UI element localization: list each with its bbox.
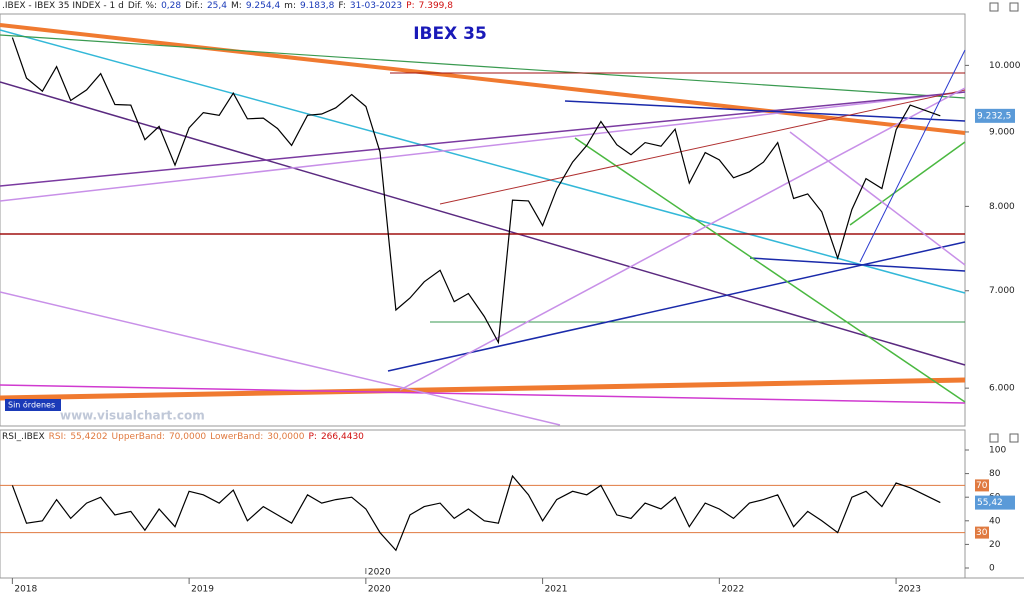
header-item: 25,4 <box>206 1 227 11</box>
header-item: RSI: <box>48 432 67 442</box>
header-item: 31-03-2023 <box>349 1 403 11</box>
rsi-frame <box>0 429 966 579</box>
header-item: 7.399,8 <box>418 1 453 11</box>
header-item: 0,28 <box>161 1 182 11</box>
y-tick-label: 20 <box>989 540 1001 550</box>
header-item: 9.183,8 <box>299 1 335 11</box>
watermark: www.visualchart.com <box>60 409 205 423</box>
header-item: LowerBand: <box>210 432 264 442</box>
header-item: 266,4430 <box>320 432 364 442</box>
x-tick-label: 2021 <box>545 585 568 595</box>
y-tick-label: 40 <box>989 516 1001 526</box>
y-tick-label: 9.000 <box>989 127 1015 137</box>
trend-lines <box>0 23 966 426</box>
y-tick-label: 8.000 <box>989 202 1015 212</box>
x-tick-label: 2023 <box>898 585 921 595</box>
band-label-box <box>975 479 989 492</box>
x-tick-label: 2020 <box>368 568 391 578</box>
x-tick-label: 2020 <box>368 585 391 595</box>
y-tick-label: 100 <box>989 446 1006 456</box>
y-tick-label: 80 <box>989 469 1001 479</box>
header-item: UpperBand: <box>111 432 165 442</box>
series-line <box>11 474 941 552</box>
band-label: 30 <box>976 528 988 538</box>
header-item: Dif. %: <box>127 1 158 11</box>
header-item: M: <box>231 1 242 11</box>
x-tick-label: 2019 <box>191 585 214 595</box>
last-value-label: 55,42 <box>977 498 1003 508</box>
header-item: 30,0000 <box>267 432 305 442</box>
window-buttons <box>989 2 1019 443</box>
y-tick-label: 6.000 <box>989 384 1015 394</box>
header-item: .IBEX - IBEX 35 INDEX - 1 d <box>2 1 124 11</box>
chart-title: IBEX 35 <box>413 24 487 44</box>
header-item: 55,4202 <box>70 432 108 442</box>
header-item: 9.254,4 <box>245 1 281 11</box>
rsi-header: RSI_.IBEX RSI: 55,4202 UpperBand: 70,0000 Low… <box>2 432 368 442</box>
band-label: 70 <box>976 481 988 491</box>
price-frame <box>0 13 966 427</box>
y-tick-label: 10.000 <box>989 61 1021 71</box>
header-item: P: <box>406 1 415 11</box>
price-header: .IBEX - IBEX 35 INDEX - 1 d Dif. %: 0,28 Di… <box>2 1 457 11</box>
y-tick-label: 7.000 <box>989 286 1015 296</box>
header-item: F: <box>338 1 346 11</box>
status: Sin órdenes <box>8 400 55 410</box>
header-item: P: <box>308 432 317 442</box>
band-label-box <box>975 526 989 539</box>
x-tick-label: 2018 <box>14 585 37 595</box>
header-item: RSI_.IBEX <box>2 432 45 442</box>
series-line <box>11 37 941 345</box>
header-item: 70,0000 <box>168 432 207 442</box>
x-tick-label: 2022 <box>721 585 744 595</box>
last-value-label: 9.232,5 <box>977 111 1011 121</box>
last-value-box <box>975 108 1015 123</box>
header-item: Dif.: <box>185 1 203 11</box>
header-item: m: <box>284 1 296 11</box>
status-box <box>5 399 61 411</box>
y-tick-label: 0 <box>989 564 995 574</box>
last-value-box <box>975 495 1015 510</box>
